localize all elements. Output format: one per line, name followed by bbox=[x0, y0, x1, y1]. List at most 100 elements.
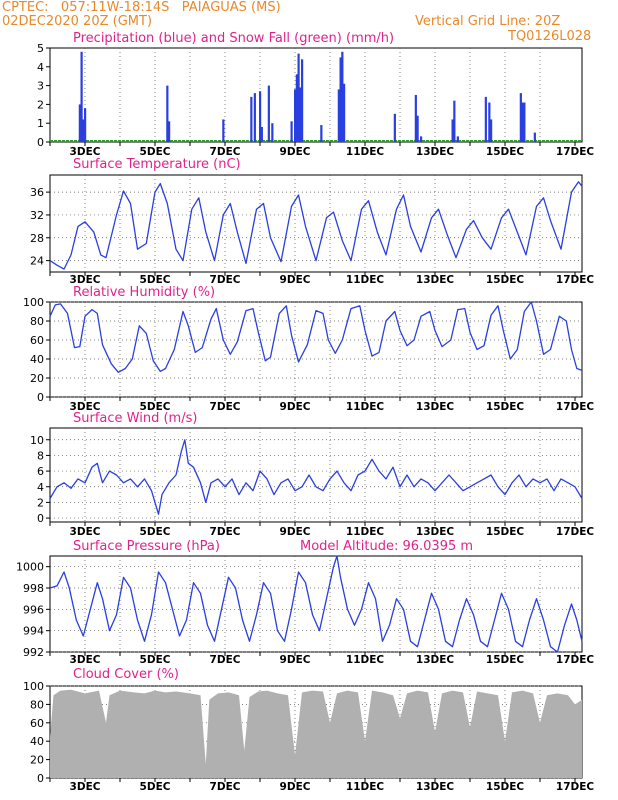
precip-bar bbox=[84, 108, 87, 142]
pressure-line bbox=[49, 555, 583, 653]
precip-xtick-label: 9DEC bbox=[280, 146, 311, 158]
cloud-area bbox=[50, 689, 582, 778]
precip-bar bbox=[253, 93, 256, 142]
humidity-ytick: 40 bbox=[30, 353, 44, 366]
humidity-ytick: 60 bbox=[30, 334, 44, 347]
precip-bar bbox=[341, 51, 344, 143]
precip-bar bbox=[301, 59, 304, 142]
precip-bar bbox=[267, 85, 270, 142]
precip-ytick: 3 bbox=[37, 80, 44, 93]
wind-xtick-label: 17DEC bbox=[556, 526, 595, 538]
precip-xtick-label: 17DEC bbox=[556, 146, 595, 158]
precip-bar bbox=[168, 121, 171, 142]
cloud-xtick-label: 3DEC bbox=[70, 781, 101, 793]
cloud-xtick-label: 9DEC bbox=[280, 781, 311, 793]
precip-bar bbox=[271, 123, 274, 142]
precip-bar bbox=[343, 83, 346, 142]
temperature-ytick: 36 bbox=[30, 186, 44, 199]
precip-bar bbox=[490, 119, 493, 142]
wind-xtick-label: 11DEC bbox=[346, 526, 385, 538]
temperature-line bbox=[49, 181, 583, 270]
humidity-xtick-label: 13DEC bbox=[416, 401, 455, 413]
pressure-ytick: 994 bbox=[23, 625, 44, 638]
cloud-title: Cloud Cover (%) bbox=[73, 667, 179, 682]
humidity-title: Relative Humidity (%) bbox=[73, 285, 215, 300]
precip-ytick: 1 bbox=[37, 117, 44, 130]
temperature-ytick: 28 bbox=[30, 232, 44, 245]
precip-bar bbox=[320, 125, 323, 142]
precip-xtick-label: 15DEC bbox=[486, 146, 525, 158]
precip-bar bbox=[456, 136, 459, 142]
cloud-xtick-label: 5DEC bbox=[140, 781, 171, 793]
precip-bar bbox=[393, 113, 396, 142]
wind-xtick-label: 5DEC bbox=[140, 526, 171, 538]
cloud-xtick-label: 15DEC bbox=[486, 781, 525, 793]
humidity-ytick: 80 bbox=[30, 315, 44, 328]
temperature-xtick-label: 17DEC bbox=[556, 274, 595, 286]
temperature-xtick-label: 15DEC bbox=[486, 274, 525, 286]
precip-bar bbox=[453, 100, 456, 142]
pressure-ytick: 992 bbox=[23, 646, 44, 659]
code-label: TQ0126L028 bbox=[508, 29, 592, 44]
humidity-xtick-label: 5DEC bbox=[140, 401, 171, 413]
pressure-xtick-label: 17DEC bbox=[556, 654, 595, 666]
pressure-xtick-label: 13DEC bbox=[416, 654, 455, 666]
precip-bar bbox=[420, 136, 423, 142]
precip-xtick-label: 5DEC bbox=[140, 146, 171, 158]
humidity-xtick-label: 3DEC bbox=[70, 401, 101, 413]
humidity-xtick-label: 17DEC bbox=[556, 401, 595, 413]
precip-ytick: 2 bbox=[37, 98, 44, 111]
pressure-title: Surface Pressure (hPa) bbox=[73, 539, 220, 554]
precip-bar bbox=[82, 119, 85, 142]
wind-xtick-label: 13DEC bbox=[416, 526, 455, 538]
humidity-xtick-label: 7DEC bbox=[210, 401, 241, 413]
precip-bar bbox=[339, 57, 342, 142]
precip-bar bbox=[166, 85, 169, 142]
pressure-xtick-label: 3DEC bbox=[70, 654, 101, 666]
grid-note: Vertical Grid Line: 20Z bbox=[415, 14, 561, 29]
precip-bar bbox=[80, 51, 83, 143]
humidity-xtick-label: 15DEC bbox=[486, 401, 525, 413]
precip-bar bbox=[523, 102, 526, 142]
pressure-xtick-label: 11DEC bbox=[346, 654, 385, 666]
cloud-ytick: 0 bbox=[37, 772, 44, 785]
humidity-ytick: 100 bbox=[23, 296, 44, 309]
wind-xtick-label: 9DEC bbox=[280, 526, 311, 538]
precip-bar bbox=[414, 95, 417, 142]
wind-ytick: 8 bbox=[37, 449, 44, 462]
humidity-frame bbox=[49, 301, 583, 398]
precip-bar bbox=[337, 89, 340, 142]
humidity-xtick-label: 9DEC bbox=[280, 401, 311, 413]
precip-bar bbox=[484, 96, 487, 142]
wind-xtick-label: 3DEC bbox=[70, 526, 101, 538]
pressure-xtick-label: 15DEC bbox=[486, 654, 525, 666]
cloud-xtick-label: 7DEC bbox=[210, 781, 241, 793]
wind-xtick-label: 15DEC bbox=[486, 526, 525, 538]
wind-ytick: 10 bbox=[30, 434, 44, 447]
temperature-ytick: 24 bbox=[30, 255, 44, 268]
precip-bar bbox=[521, 102, 524, 142]
precip-bar bbox=[295, 74, 298, 142]
precip-bar bbox=[294, 89, 297, 142]
cloud-ytick: 60 bbox=[30, 717, 44, 730]
cloud-ytick: 20 bbox=[30, 754, 44, 767]
precip-xtick-label: 13DEC bbox=[416, 146, 455, 158]
temperature-title: Surface Temperature (nC) bbox=[73, 157, 241, 172]
pressure-xtick-label: 9DEC bbox=[280, 654, 311, 666]
wind-frame bbox=[49, 427, 583, 523]
humidity-line bbox=[49, 301, 583, 373]
temperature-xtick-label: 13DEC bbox=[416, 274, 455, 286]
precip-bar bbox=[78, 104, 81, 142]
precip-bar bbox=[451, 119, 454, 142]
pressure-annotation: Model Altitude: 96.0395 m bbox=[300, 539, 473, 554]
cloud-xtick-label: 11DEC bbox=[346, 781, 385, 793]
wind-ytick: 4 bbox=[37, 481, 44, 494]
cloud-xtick-label: 13DEC bbox=[416, 781, 455, 793]
temperature-xtick-label: 9DEC bbox=[280, 274, 311, 286]
precip-bar bbox=[297, 53, 300, 142]
cloud-ytick: 100 bbox=[23, 680, 44, 693]
humidity-ytick: 20 bbox=[30, 372, 44, 385]
precip-bar bbox=[533, 132, 536, 142]
precip-ytick: 0 bbox=[37, 136, 44, 149]
